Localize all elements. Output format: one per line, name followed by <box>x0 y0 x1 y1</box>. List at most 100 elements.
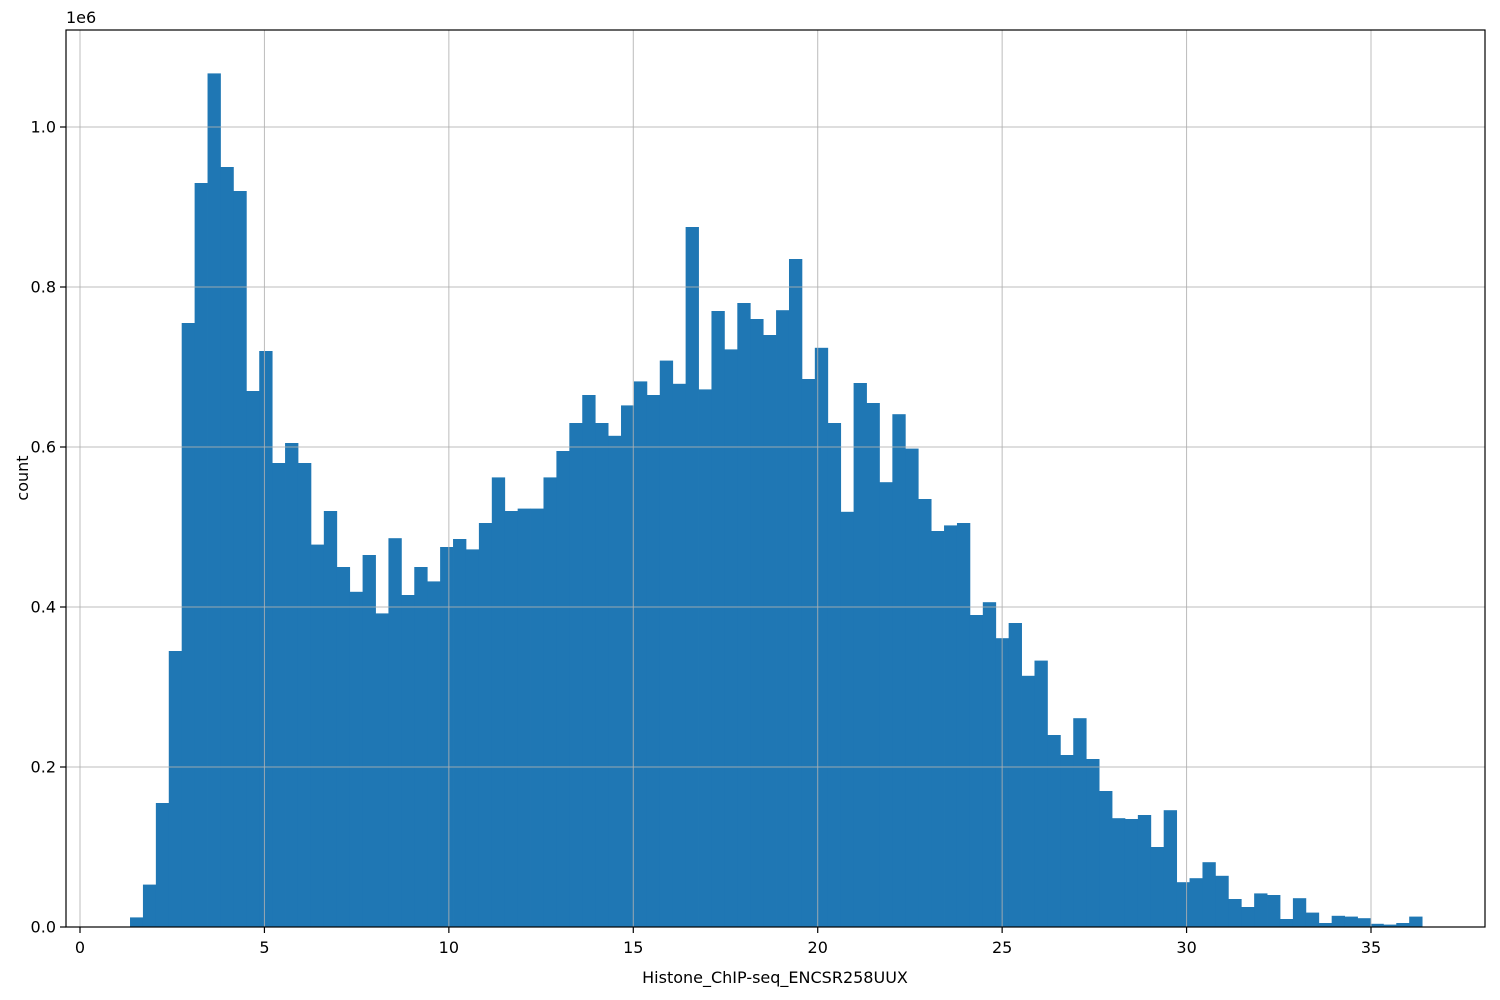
histogram-bar <box>556 451 570 927</box>
x-axis-label: Histone_ChIP-seq_ENCSR258UUX <box>642 968 908 988</box>
histogram-bar <box>659 360 674 928</box>
histogram-bar <box>1370 923 1384 927</box>
histogram-bar <box>453 539 467 927</box>
bars-layer <box>130 73 1423 928</box>
histogram-bar <box>1137 815 1152 927</box>
histogram-bar <box>814 347 829 927</box>
histogram-bar <box>724 349 738 927</box>
y-tick-label: 0.0 <box>31 918 56 937</box>
histogram-bar <box>944 525 958 927</box>
histogram-bar <box>1176 882 1190 927</box>
histogram-bar <box>285 443 299 927</box>
histogram-bar <box>608 435 622 927</box>
y-axis-offset-label: 1e6 <box>66 8 96 27</box>
histogram-bar <box>1267 895 1281 927</box>
histogram-bar <box>866 403 880 927</box>
histogram-bar <box>297 463 312 927</box>
histogram-bar <box>633 381 648 927</box>
histogram-bar <box>646 395 661 927</box>
histogram-bar <box>1331 915 1345 927</box>
histogram-bar <box>956 523 971 927</box>
x-tick-label: 5 <box>259 938 269 957</box>
histogram-bar <box>1073 718 1087 927</box>
histogram-bar <box>310 544 325 927</box>
histogram-bar <box>1008 623 1022 927</box>
histogram-bar <box>892 414 906 927</box>
y-tick-label: 1.0 <box>31 118 56 137</box>
histogram-bar <box>465 549 480 927</box>
histogram-bar <box>685 227 699 927</box>
histogram-bar <box>1099 791 1113 927</box>
histogram-bar <box>233 191 247 927</box>
histogram-bar <box>763 335 777 927</box>
axes-layer <box>60 29 1486 933</box>
histogram-bar <box>414 567 428 927</box>
histogram-bar <box>1124 819 1139 927</box>
histogram-bar <box>220 167 234 927</box>
histogram-bar <box>1086 759 1100 927</box>
histogram-bar <box>259 351 273 927</box>
histogram-bar <box>155 803 170 927</box>
histogram-bar <box>323 511 338 927</box>
histogram-bar <box>801 379 816 927</box>
histogram-bar <box>504 511 519 927</box>
histogram-bar <box>788 259 803 927</box>
histogram-bar <box>142 884 157 927</box>
histogram-bar <box>711 311 725 927</box>
histogram-bar <box>1228 899 1242 927</box>
histogram-bar <box>194 183 208 927</box>
histogram-bar <box>478 523 493 927</box>
histogram-bar <box>582 395 596 927</box>
histogram-bar <box>1215 875 1229 927</box>
histogram-bar <box>1021 675 1035 927</box>
histogram-bar <box>246 391 260 927</box>
plot-spine <box>65 29 1486 928</box>
histogram-bar <box>375 613 389 927</box>
histogram-bar <box>1254 893 1268 927</box>
histogram-bar <box>491 477 506 927</box>
histogram-bar <box>1279 919 1294 927</box>
histogram-bar <box>840 511 854 927</box>
histogram-bar <box>130 917 144 927</box>
histogram-bar <box>827 423 842 927</box>
histogram-bar <box>905 448 919 927</box>
histogram-bar <box>1060 755 1074 927</box>
histogram-bar <box>336 567 351 927</box>
histogram-bar <box>1305 912 1320 927</box>
histogram-bar <box>1318 923 1333 927</box>
histogram-bar <box>698 389 712 927</box>
histogram-bar <box>440 547 454 927</box>
y-axis-label: count <box>13 455 32 500</box>
histogram-bar <box>362 555 376 927</box>
histogram-bar <box>168 651 183 927</box>
histogram-bar <box>1357 918 1371 927</box>
histogram-bar <box>1396 923 1410 927</box>
histogram-bar <box>530 508 544 927</box>
histogram-bar <box>918 499 932 927</box>
histogram-bar <box>1383 924 1397 927</box>
tick-labels-layer: 0 5 10 15 20 25 30 35 0.0 0.2 0.4 0.6 0.8 1.0 <box>31 118 1382 958</box>
x-tick-label: 35 <box>1361 938 1381 957</box>
histogram-bar <box>207 73 221 927</box>
histogram-bar <box>1409 916 1423 927</box>
histogram-bar <box>1202 862 1216 927</box>
histogram-bar <box>1292 898 1307 927</box>
histogram-bar <box>569 423 583 927</box>
histogram-bar <box>1344 916 1358 927</box>
histogram-bar <box>543 477 557 927</box>
histogram-bar <box>401 595 415 927</box>
x-tick-label: 30 <box>1176 938 1196 957</box>
histogram-bar <box>1047 735 1061 927</box>
histogram-bar <box>776 310 790 927</box>
histogram-bar <box>1163 810 1178 927</box>
histogram-bar <box>272 463 286 927</box>
histogram-bar <box>1150 847 1165 927</box>
histogram-bar <box>595 423 609 927</box>
y-tick-label: 0.6 <box>31 438 56 457</box>
y-tick-label: 0.4 <box>31 598 56 617</box>
histogram-bar <box>737 303 751 927</box>
histogram-bar <box>181 323 196 927</box>
x-tick-label: 15 <box>623 938 643 957</box>
y-tick-label: 0.2 <box>31 758 56 777</box>
